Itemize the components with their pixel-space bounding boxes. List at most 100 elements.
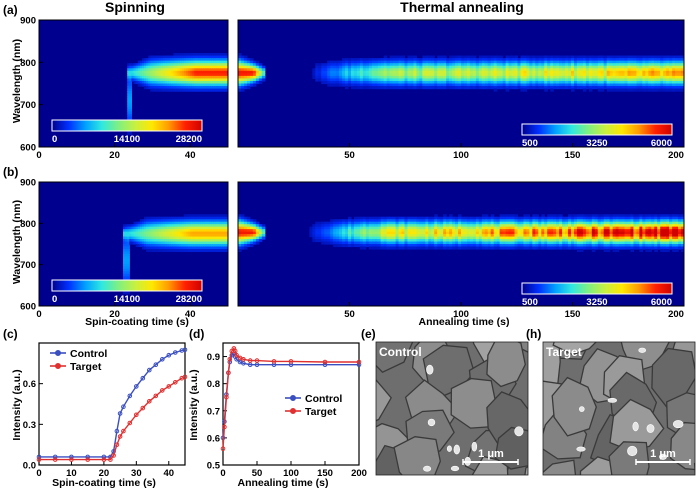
heatmap-cell [160, 83, 164, 87]
heatmap-cell [202, 80, 206, 85]
heatmap-cell [389, 75, 394, 80]
heatmap-cell [621, 83, 626, 87]
heatmap-cell [675, 239, 679, 243]
heatmap-cell [160, 231, 164, 235]
heatmap-cell [585, 58, 590, 62]
heatmap-cell [371, 65, 376, 69]
heatmap-cell [404, 68, 409, 72]
heatmap-cell [330, 241, 334, 245]
heatmap-cell [648, 219, 652, 223]
heatmap-cell [144, 226, 147, 230]
heatmap-cell [419, 86, 423, 90]
heatmap-cell [200, 239, 204, 243]
heatmap-cell [133, 65, 137, 69]
heatmap-cell [600, 60, 605, 64]
heatmap-cell [255, 229, 260, 233]
heatmap-cell [419, 83, 423, 87]
heatmap-cell [398, 55, 403, 59]
colorbar-tick-label: 3250 [586, 138, 607, 149]
heatmap-cell [152, 231, 156, 235]
heatmap-cell [173, 224, 177, 228]
heatmap-cell [249, 65, 254, 69]
heatmap-cell [389, 239, 394, 243]
heatmap-cell [472, 60, 477, 64]
heatmap-cell [392, 241, 397, 245]
heatmap-cell [484, 73, 489, 77]
heatmap-cell [398, 236, 403, 240]
heatmap-cell [125, 256, 128, 260]
heatmap-cell [144, 224, 147, 228]
heatmap-cell [565, 241, 569, 245]
heatmap-cell [139, 241, 143, 245]
heatmap-cell [618, 229, 623, 233]
heatmap-cell [410, 246, 415, 250]
heatmap-cell [192, 221, 195, 225]
heatmap-cell [238, 236, 242, 240]
heatmap-cell [437, 80, 441, 85]
heatmap-cell [675, 231, 679, 235]
heatmap-cell [202, 68, 206, 72]
heatmap-cell [392, 229, 397, 233]
heatmap-cell [413, 221, 417, 225]
heatmap-cell [162, 221, 166, 225]
heatmap-cell [192, 234, 195, 238]
heatmap-cell [345, 78, 349, 82]
heatmap-cell [520, 73, 525, 77]
heatmap-cell [597, 86, 602, 90]
heatmap-cell [225, 234, 228, 238]
heatmap-cell [538, 239, 542, 243]
heatmap-cell [425, 219, 429, 223]
heatmap-cell [499, 236, 504, 240]
heatmap-cell [568, 83, 572, 87]
heatmap-cell [209, 65, 212, 69]
heatmap-cell [645, 73, 649, 77]
heatmap-cell [324, 73, 328, 77]
heatmap-cell [371, 231, 376, 235]
heatmap-cell [484, 83, 489, 87]
heatmap-cell [612, 241, 617, 245]
heatmap-cell [398, 73, 403, 77]
heatmap-cell [336, 236, 340, 240]
heatmap-cell [594, 236, 599, 240]
heatmap-cell [192, 231, 195, 235]
heatmap-cell [150, 65, 153, 69]
heatmap-cell [129, 116, 132, 120]
heatmap-cell [158, 239, 162, 243]
heatmap-cell [660, 234, 664, 238]
heatmap-cell [472, 70, 477, 74]
heatmap-cell [594, 60, 599, 64]
heatmap-cell [327, 226, 331, 230]
heatmap-cell [196, 55, 200, 59]
heatmap-cell [144, 73, 147, 77]
heatmap-cell [386, 221, 391, 225]
heatmap-cell [255, 70, 260, 74]
heatmap-cell [481, 224, 486, 228]
heatmap-cell [624, 214, 629, 218]
heatmap-cell [333, 68, 337, 72]
heatmap-cell [600, 63, 605, 67]
heatmap-cell [392, 216, 397, 220]
heatmap-cell [481, 226, 486, 230]
heatmap-cell [573, 234, 578, 238]
heatmap-cell [386, 75, 391, 80]
heatmap-cell [487, 236, 492, 240]
heatmap-cell [209, 216, 212, 220]
heatmap-cell [175, 83, 179, 87]
heatmap-cell [434, 75, 438, 80]
heatmap-cell [188, 229, 191, 233]
heatmap-cell [240, 234, 245, 238]
heatmap-cell [642, 241, 646, 245]
heatmap-cell [395, 80, 400, 85]
heatmap-cell [639, 78, 643, 82]
heatmap-cell [544, 68, 548, 72]
heatmap-cell [597, 55, 602, 59]
heatmap-cell [200, 244, 204, 248]
heatmap-cell [171, 78, 174, 82]
heatmap-cell [350, 244, 355, 248]
heatmap-cell [240, 55, 245, 59]
heatmap-cell [404, 224, 409, 228]
heatmap-cell [156, 216, 160, 220]
heatmap-cell [496, 219, 501, 223]
heatmap-cell [246, 231, 251, 235]
